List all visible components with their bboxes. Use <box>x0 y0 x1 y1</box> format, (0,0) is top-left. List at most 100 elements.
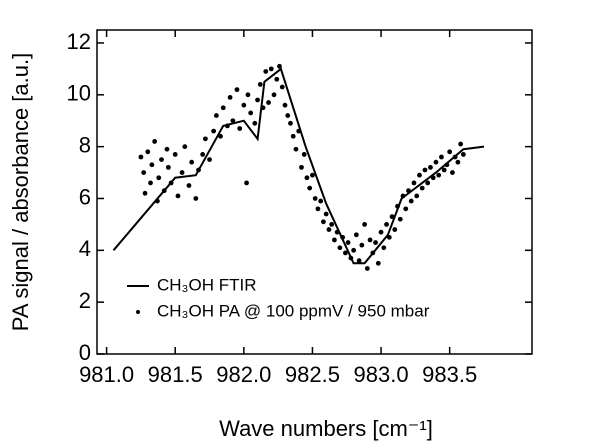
pa-point <box>356 258 362 264</box>
pa-point <box>268 66 274 72</box>
pa-point <box>175 193 181 199</box>
pa-point <box>450 170 455 175</box>
pa-point <box>417 172 422 178</box>
pa-point <box>152 139 158 144</box>
pa-point <box>274 76 280 82</box>
pa-point <box>299 164 304 170</box>
x-axis-label: Wave numbers [cm⁻¹] <box>219 416 433 441</box>
pa-point <box>172 152 178 157</box>
y-tick-label: 8 <box>79 132 91 157</box>
pa-point <box>149 162 155 168</box>
pa-point <box>257 82 263 87</box>
pa-point <box>230 118 236 124</box>
pa-point <box>288 120 293 126</box>
pa-point <box>279 84 285 90</box>
legend-dot <box>136 310 140 314</box>
pa-point <box>384 222 389 227</box>
pa-point <box>342 250 348 256</box>
pa-point <box>148 180 153 186</box>
pa-point <box>370 250 376 256</box>
pa-point <box>154 198 160 204</box>
pa-point <box>237 126 243 131</box>
pa-point <box>430 175 436 181</box>
pa-point <box>375 260 381 266</box>
pa-point <box>159 157 164 163</box>
pa-point <box>315 206 321 212</box>
pa-point <box>290 133 296 139</box>
pa-point <box>400 193 406 199</box>
x-tick-label: 981.0 <box>79 362 134 387</box>
pa-point <box>161 188 167 194</box>
pa-point <box>271 92 277 98</box>
pa-point <box>408 198 414 204</box>
pa-point <box>386 234 392 240</box>
pa-point <box>255 97 260 103</box>
pa-point <box>203 136 208 142</box>
pa-point <box>367 237 373 243</box>
y-tick-label: 0 <box>79 340 91 365</box>
pa-point <box>218 133 223 139</box>
pa-point <box>433 159 439 165</box>
pa-point <box>353 232 359 238</box>
pa-point <box>351 247 357 253</box>
pa-point <box>156 175 162 181</box>
pa-point <box>326 227 332 232</box>
legend-label: CH₃OH PA @ 100 ppmV / 950 mbar <box>157 301 430 320</box>
pa-point <box>277 63 282 69</box>
pa-point <box>179 170 185 175</box>
pa-point <box>296 128 302 134</box>
pa-point <box>389 214 395 220</box>
x-tick-label: 982.0 <box>216 362 271 387</box>
pa-point <box>145 149 151 155</box>
pa-point <box>165 164 171 170</box>
plot-frame <box>96 29 533 355</box>
x-tick-label: 982.5 <box>285 362 340 387</box>
pa-point <box>142 190 148 196</box>
pa-point <box>373 240 378 245</box>
pa-point <box>193 196 199 201</box>
pa-point <box>189 159 195 165</box>
pa-point <box>422 167 428 173</box>
pa-point <box>337 245 343 251</box>
pa-point <box>220 105 226 111</box>
ftir-line <box>112 67 485 265</box>
pa-point <box>141 170 147 175</box>
pa-point <box>331 237 337 243</box>
pa-point <box>200 152 206 157</box>
pa-point <box>455 159 461 165</box>
y-tick-label: 4 <box>79 236 91 261</box>
pa-point <box>307 185 313 191</box>
pa-point <box>213 113 219 118</box>
pa-point <box>266 100 271 105</box>
pa-point <box>334 229 340 235</box>
x-tick-label: 981.5 <box>148 362 203 387</box>
pa-point <box>392 227 398 232</box>
pa-point <box>318 198 324 204</box>
pa-point <box>452 154 458 160</box>
y-tick-label: 2 <box>79 288 91 313</box>
pa-point <box>164 146 170 152</box>
pa-point <box>395 203 400 209</box>
legend-label: CH₃OH FTIR <box>157 275 256 294</box>
pa-point <box>211 128 217 134</box>
pa-point <box>460 152 466 157</box>
pa-point <box>444 162 450 168</box>
pa-point <box>227 94 233 100</box>
pa-point <box>207 157 212 163</box>
pa-point <box>312 196 318 201</box>
pa-point <box>321 219 326 225</box>
pa-point <box>359 242 365 248</box>
pa-point <box>244 180 249 186</box>
pa-point <box>182 144 188 150</box>
pa-point <box>419 185 425 191</box>
pa-point <box>458 141 464 147</box>
pa-point <box>348 255 354 261</box>
pa-point <box>364 266 370 271</box>
pa-point <box>248 110 254 116</box>
pa-point <box>381 245 387 251</box>
pa-point <box>439 154 444 160</box>
y-tick-label: 6 <box>79 184 91 209</box>
pa-point <box>293 146 299 152</box>
pa-point <box>282 102 288 108</box>
